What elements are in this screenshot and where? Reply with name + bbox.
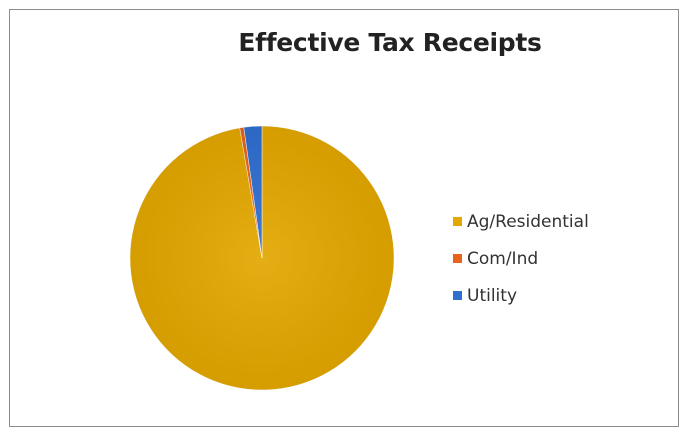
legend-label-utility: Utility (467, 285, 518, 306)
legend-item-com-ind: Com/Ind (453, 240, 589, 277)
legend-swatch-com-ind (453, 254, 462, 263)
chart-frame: Effective Tax Receipts Ag/Residential Co… (9, 9, 679, 427)
legend-item-ag-residential: Ag/Residential (453, 203, 589, 240)
legend-label-ag-residential: Ag/Residential (467, 211, 589, 232)
chart-title: Effective Tax Receipts (238, 28, 542, 57)
legend-swatch-utility (453, 291, 462, 300)
legend-swatch-ag-residential (453, 217, 462, 226)
pie-slices (129, 125, 395, 391)
chart-legend: Ag/Residential Com/Ind Utility (453, 203, 589, 314)
legend-label-com-ind: Com/Ind (467, 248, 539, 269)
legend-item-utility: Utility (453, 277, 589, 314)
